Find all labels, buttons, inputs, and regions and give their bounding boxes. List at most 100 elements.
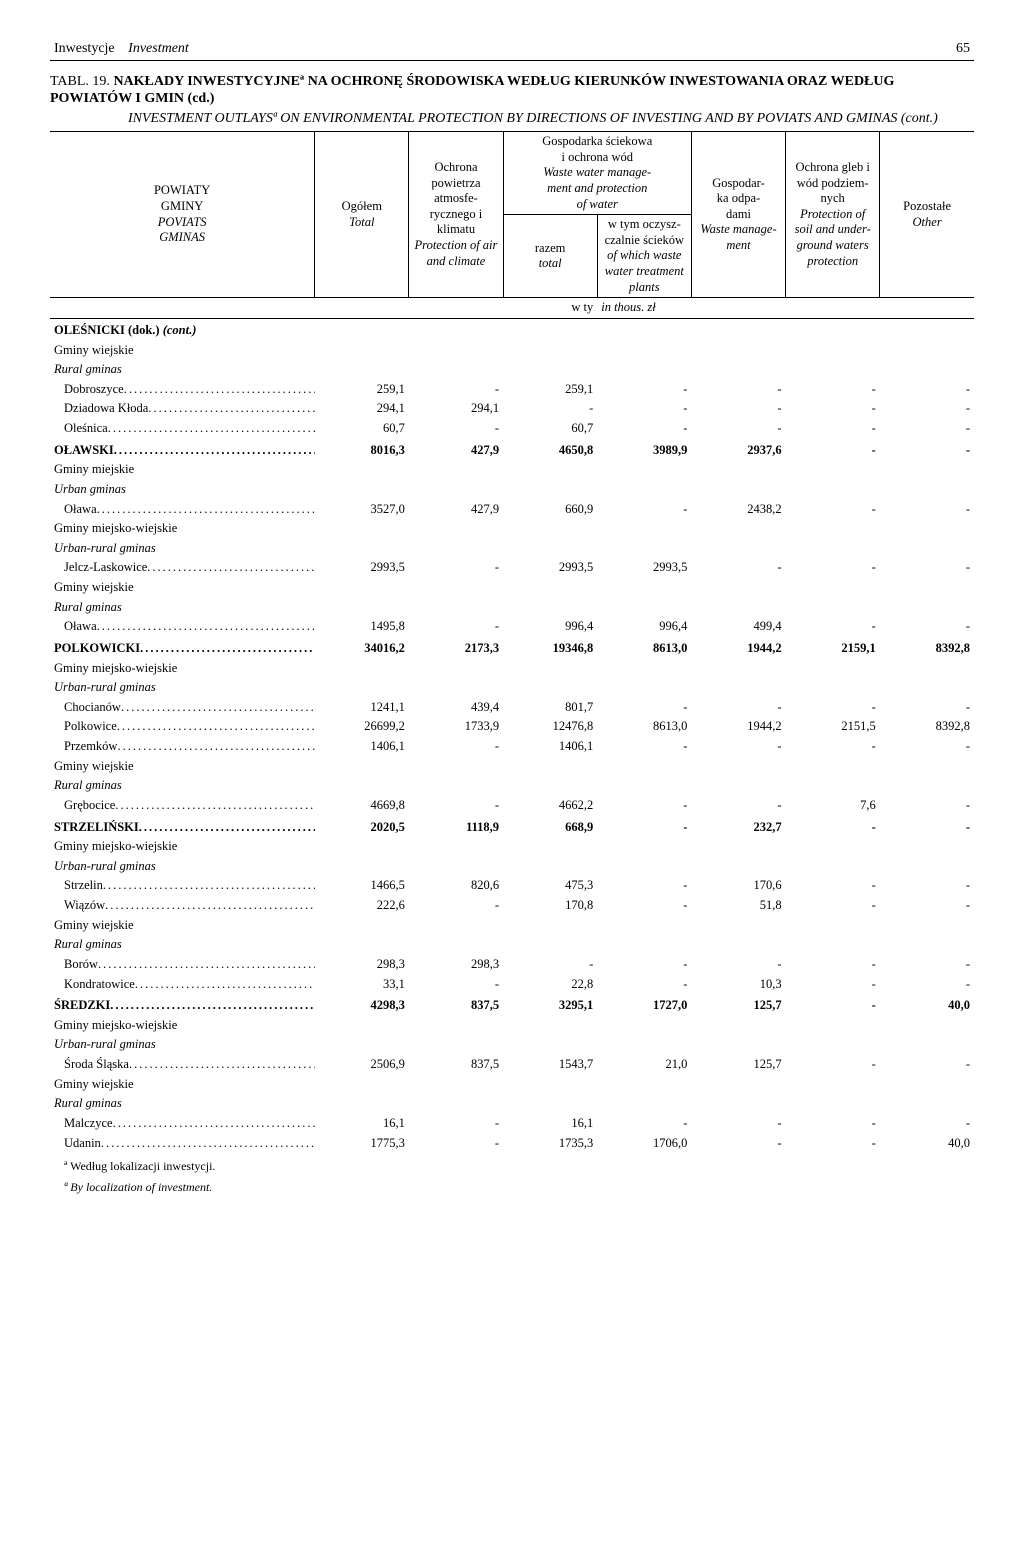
group-label-italic: Rural gminas <box>50 598 974 618</box>
header-left: Inwestycje Investment <box>54 40 189 58</box>
cell: 298,3 <box>315 955 409 975</box>
table-row: Gminy miejsko-wiejskie <box>50 837 974 857</box>
table-label: TABL. 19. <box>50 74 110 89</box>
header-page: 65 <box>956 40 970 58</box>
section-header-bold: POLKOWICKI <box>50 637 315 659</box>
cell: 1543,7 <box>503 1055 597 1075</box>
cell: 1406,1 <box>315 737 409 757</box>
cell: 2151,5 <box>786 717 880 737</box>
cell: 60,7 <box>503 419 597 439</box>
group-label: Gminy wiejskie <box>50 916 974 936</box>
row-label: Oleśnica <box>50 419 315 439</box>
unit-row: w ty in thous. zł <box>50 298 974 319</box>
cell: 298,3 <box>409 955 503 975</box>
cell: 837,5 <box>409 1055 503 1075</box>
table-main-title: NAKŁADY INWESTYCYJNEª NA OCHRONĘ ŚRODOWI… <box>50 74 894 107</box>
cell: 8613,0 <box>597 717 691 737</box>
footnote-b: ª By localization of investment. <box>50 1180 974 1195</box>
row-label: Malczyce <box>50 1114 315 1134</box>
cell: - <box>880 975 974 995</box>
cell: 1733,9 <box>409 717 503 737</box>
cell: 1406,1 <box>503 737 597 757</box>
group-label-italic: Urban-rural gminas <box>50 678 974 698</box>
section-header-bold: ŚREDZKI <box>50 994 315 1016</box>
group-label: Gminy miejskie <box>50 460 974 480</box>
cell: - <box>409 975 503 995</box>
cell: 16,1 <box>503 1114 597 1134</box>
cell: 3527,0 <box>315 500 409 520</box>
cell: 51,8 <box>691 896 785 916</box>
cell: 1944,2 <box>691 717 785 737</box>
cell: 125,7 <box>691 994 785 1016</box>
cell: - <box>597 500 691 520</box>
row-label: Oława <box>50 617 315 637</box>
cell: 4650,8 <box>503 439 597 461</box>
cell: - <box>409 896 503 916</box>
cell: - <box>597 896 691 916</box>
row-label: Dziadowa Kłoda <box>50 399 315 419</box>
cell: 40,0 <box>880 994 974 1016</box>
table-row: Gminy wiejskie <box>50 916 974 936</box>
cell: - <box>786 876 880 896</box>
group-label: Gminy wiejskie <box>50 1075 974 1095</box>
cell: - <box>409 737 503 757</box>
table-row: Rural gminas <box>50 935 974 955</box>
cell: 170,6 <box>691 876 785 896</box>
cell: 34016,2 <box>315 637 409 659</box>
cell: - <box>786 1055 880 1075</box>
cell: 1944,2 <box>691 637 785 659</box>
row-label: Oława <box>50 500 315 520</box>
cell: - <box>880 399 974 419</box>
cell: - <box>786 994 880 1016</box>
row-label: Grębocice <box>50 796 315 816</box>
cell: - <box>880 380 974 400</box>
cell: 8392,8 <box>880 717 974 737</box>
table-row: Strzelin1466,5820,6475,3-170,6-- <box>50 876 974 896</box>
cell: 996,4 <box>503 617 597 637</box>
group-label-italic: Urban-rural gminas <box>50 857 974 877</box>
table-row: Oława1495,8-996,4996,4499,4-- <box>50 617 974 637</box>
col-air: Ochrona powietrza atmosfe-rycznego i kli… <box>409 132 503 298</box>
group-label: Gminy wiejskie <box>50 578 974 598</box>
table-row: Chocianów1241,1439,4801,7---- <box>50 698 974 718</box>
cell: - <box>597 816 691 838</box>
row-label: Borów <box>50 955 315 975</box>
group-label-italic: Rural gminas <box>50 935 974 955</box>
cell: - <box>409 419 503 439</box>
cell: 2506,9 <box>315 1055 409 1075</box>
cell: 1775,3 <box>315 1134 409 1154</box>
cell: 125,7 <box>691 1055 785 1075</box>
table-row: OŁAWSKI8016,3427,94650,83989,92937,6-- <box>50 439 974 461</box>
table-row: Urban-rural gminas <box>50 857 974 877</box>
cell: 1118,9 <box>409 816 503 838</box>
table-row: POLKOWICKI34016,22173,319346,88613,01944… <box>50 637 974 659</box>
cell: - <box>503 399 597 419</box>
table-row: Gminy miejsko-wiejskie <box>50 519 974 539</box>
cell: - <box>597 698 691 718</box>
table-body: OLEŚNICKI (dok.) (cont.)Gminy wiejskieRu… <box>50 318 974 1153</box>
table-row: OLEŚNICKI (dok.) (cont.) <box>50 318 974 340</box>
cell: - <box>786 500 880 520</box>
table-row: STRZELIŃSKI2020,51118,9668,9-232,7-- <box>50 816 974 838</box>
group-label-italic: Rural gminas <box>50 360 974 380</box>
col-region: POWIATYGMINYPOVIATSGMINAS <box>50 132 315 298</box>
cell: - <box>880 737 974 757</box>
col-waste-top: Gospodarka ściekowai ochrona wódWaste wa… <box>503 132 691 215</box>
cell: - <box>786 955 880 975</box>
table-row: Gminy miejsko-wiejskie <box>50 659 974 679</box>
cell: 8613,0 <box>597 637 691 659</box>
group-label-italic: Urban-rural gminas <box>50 1035 974 1055</box>
unit-left: w ty <box>315 298 598 319</box>
cell: - <box>597 380 691 400</box>
cell: - <box>880 816 974 838</box>
col-total: OgółemTotal <box>315 132 409 298</box>
cell: 2020,5 <box>315 816 409 838</box>
col-soil: Ochrona gleb i wód podziem-nychProtectio… <box>786 132 880 298</box>
cell: 499,4 <box>691 617 785 637</box>
cell: 1495,8 <box>315 617 409 637</box>
cell: - <box>880 1055 974 1075</box>
cell: - <box>409 617 503 637</box>
cell: 232,7 <box>691 816 785 838</box>
cell: 668,9 <box>503 816 597 838</box>
cell: 170,8 <box>503 896 597 916</box>
